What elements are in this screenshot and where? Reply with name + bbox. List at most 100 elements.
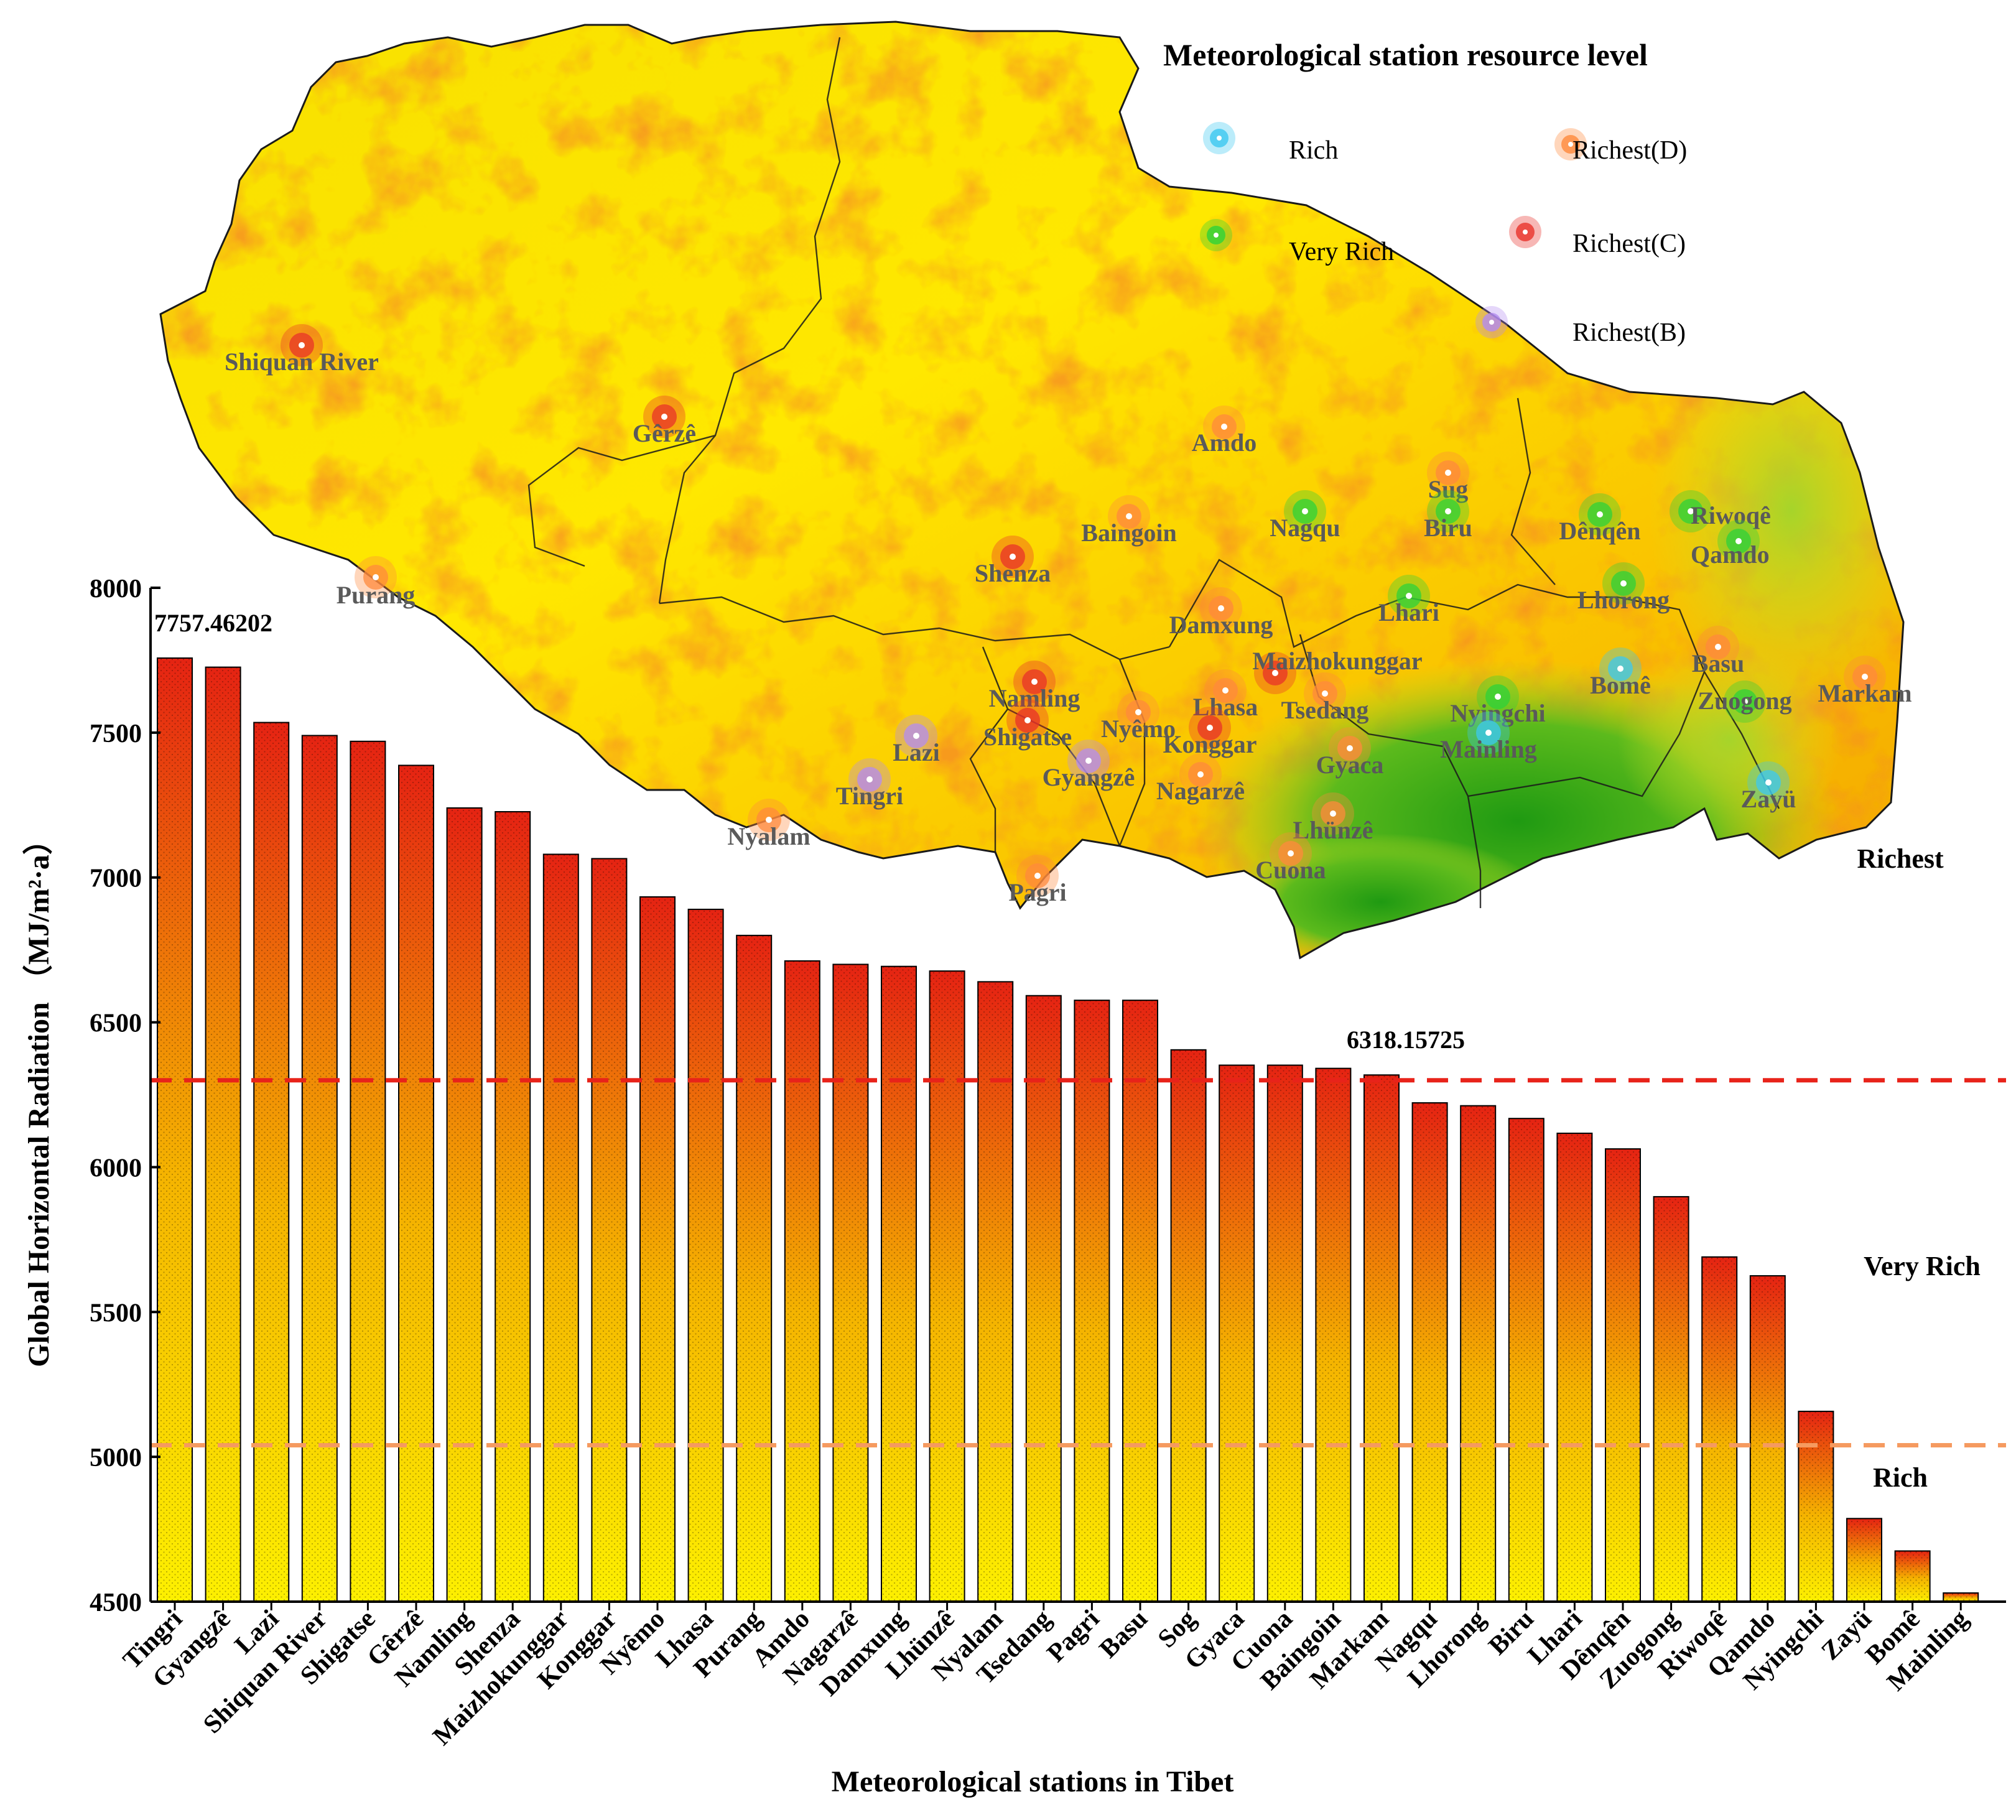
station-label: Gyaca bbox=[1316, 751, 1384, 779]
station-27: Konggar bbox=[1163, 707, 1257, 758]
station-5: Baingoin bbox=[1081, 495, 1177, 547]
station-center bbox=[1495, 694, 1501, 700]
map-stations: Shiquan River Gêrzê Purang Amdo Baingoin Nagq… bbox=[225, 324, 1912, 906]
map-legend-item-4: Richest(C) bbox=[1509, 216, 1686, 258]
legend-label: Richest(B) bbox=[1572, 318, 1686, 347]
y-tick-label: 7000 bbox=[90, 865, 142, 893]
bar-outline bbox=[881, 965, 917, 1602]
bar-4 bbox=[301, 735, 338, 1602]
station-center bbox=[1406, 593, 1412, 599]
threshold-lines bbox=[151, 1078, 2006, 1448]
bar-13 bbox=[736, 934, 773, 1602]
station-center bbox=[1735, 538, 1742, 544]
station-label: Maizhokunggar bbox=[1252, 647, 1422, 675]
bar-2 bbox=[205, 666, 241, 1602]
bar-outline bbox=[301, 735, 338, 1602]
x-tick-label: Pagri bbox=[1042, 1604, 1105, 1668]
bar-outline bbox=[1605, 1148, 1641, 1603]
bar-outline bbox=[1122, 1000, 1158, 1602]
station-label: Damxung bbox=[1169, 611, 1273, 639]
station-center bbox=[1302, 508, 1308, 514]
bar-outline bbox=[1363, 1074, 1400, 1603]
station-center bbox=[1218, 605, 1224, 611]
station-label: Markam bbox=[1818, 679, 1911, 707]
station-23: Zuogong bbox=[1698, 680, 1792, 723]
station-20: Tsedang bbox=[1281, 672, 1368, 724]
bar-outline bbox=[1749, 1275, 1786, 1603]
bar-outline bbox=[446, 807, 483, 1602]
level-label-3: Rich bbox=[1873, 1462, 1928, 1493]
station-center bbox=[299, 342, 305, 348]
station-center bbox=[1031, 679, 1038, 685]
station-label: Basu bbox=[1692, 649, 1745, 677]
station-label: Cuona bbox=[1255, 856, 1326, 884]
bar-outline bbox=[1508, 1118, 1545, 1602]
annotation-threshold-value: 6318.15725 bbox=[1347, 1026, 1465, 1054]
station-center bbox=[1715, 644, 1721, 650]
station-label: Shenza bbox=[975, 559, 1051, 587]
y-tick-label: 7500 bbox=[90, 720, 142, 748]
bar-outline bbox=[591, 858, 628, 1602]
station-center bbox=[1010, 554, 1016, 560]
station-center bbox=[1330, 810, 1336, 817]
station-label: Gêrzê bbox=[633, 419, 696, 447]
station-11: Qamdo bbox=[1691, 520, 1770, 569]
station-19: Lhasa bbox=[1193, 669, 1258, 721]
station-center bbox=[1222, 687, 1229, 694]
station-17: Basu bbox=[1692, 626, 1745, 677]
station-label: Biru bbox=[1424, 514, 1472, 542]
legend-center bbox=[1489, 320, 1494, 325]
station-center bbox=[1765, 779, 1772, 786]
map-legend-item-3: Richest(D) bbox=[1554, 128, 1687, 165]
bar-38 bbox=[1943, 1592, 1979, 1602]
station-30: Nagarzê bbox=[1156, 753, 1245, 805]
bar-17 bbox=[929, 970, 965, 1602]
station-label: Baingoin bbox=[1081, 519, 1176, 547]
station-26: Nyêmo bbox=[1101, 691, 1176, 743]
bar-28 bbox=[1460, 1105, 1497, 1602]
station-center bbox=[1445, 470, 1451, 476]
station-center bbox=[1688, 508, 1694, 514]
station-center bbox=[1617, 666, 1623, 672]
station-label: Lazi bbox=[893, 738, 940, 766]
bar-outline bbox=[1170, 1049, 1207, 1603]
station-label: Namling bbox=[989, 684, 1080, 712]
station-label: Sug bbox=[1428, 475, 1469, 503]
station-center bbox=[1445, 508, 1451, 514]
station-center bbox=[1862, 674, 1868, 680]
station-label: Pagri bbox=[1008, 878, 1066, 906]
bar-20 bbox=[1074, 1000, 1110, 1602]
station-center bbox=[1288, 850, 1294, 857]
map-legend-item-2: Very Rich bbox=[1200, 219, 1394, 266]
station-label: Nyêmo bbox=[1101, 715, 1176, 743]
bar-outline bbox=[1894, 1550, 1931, 1602]
station-32: Mainling bbox=[1440, 712, 1537, 763]
station-center bbox=[1322, 690, 1328, 697]
bar-26 bbox=[1363, 1074, 1400, 1603]
station-6: Nagqu bbox=[1270, 490, 1340, 542]
station-29: Gyangzê bbox=[1043, 740, 1135, 791]
y-tick-label: 6000 bbox=[90, 1154, 142, 1182]
station-center bbox=[766, 817, 772, 823]
station-center bbox=[1620, 580, 1627, 587]
station-label: Lhorong bbox=[1577, 586, 1670, 614]
station-14: Lhorong bbox=[1577, 562, 1670, 614]
bar-30 bbox=[1556, 1132, 1593, 1602]
station-label: Riwoqê bbox=[1691, 501, 1771, 529]
x-axis-title: Meteorological stations in Tibet bbox=[832, 1765, 1234, 1798]
station-25: Shigatse bbox=[983, 699, 1072, 751]
station-33: Tingri bbox=[836, 758, 903, 810]
annotation-max-value: 7757.46202 bbox=[154, 609, 272, 637]
bar-outline bbox=[495, 810, 531, 1602]
station-2: Gêrzê bbox=[633, 396, 696, 447]
station-4: Amdo bbox=[1192, 406, 1257, 457]
station-35: Zayü bbox=[1741, 761, 1796, 813]
x-tick-label: Basu bbox=[1094, 1605, 1153, 1664]
station-center bbox=[1597, 511, 1603, 518]
station-center bbox=[1742, 699, 1748, 705]
station-center bbox=[1197, 771, 1204, 778]
y-tick-label: 4500 bbox=[90, 1589, 142, 1617]
station-label: Bomê bbox=[1590, 671, 1651, 699]
station-36: Lhünzê bbox=[1293, 792, 1373, 844]
